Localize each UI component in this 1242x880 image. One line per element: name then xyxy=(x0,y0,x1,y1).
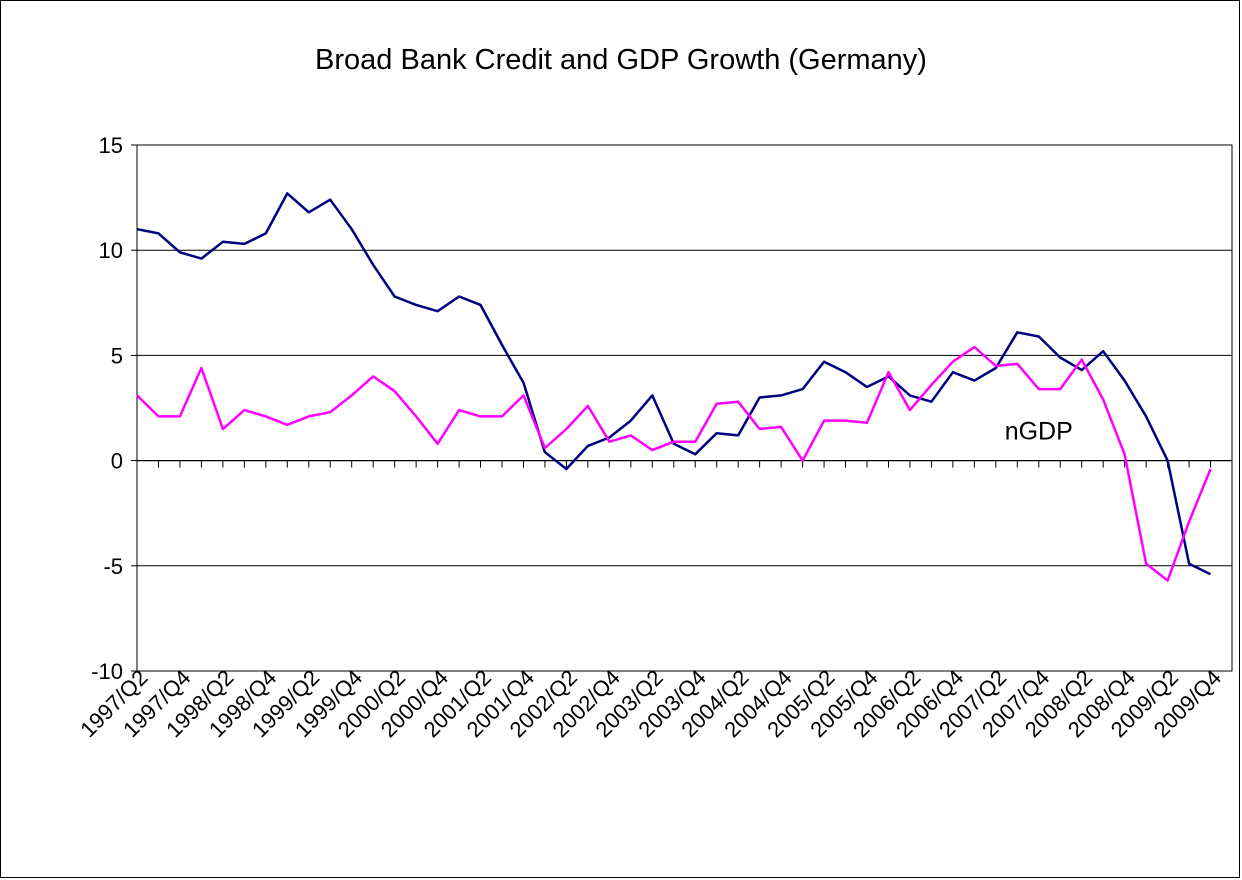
plot-area xyxy=(136,144,1233,672)
annotation-label: nGDP xyxy=(1005,418,1073,446)
y-tick-label: 10 xyxy=(99,238,123,263)
y-tick-label: -5 xyxy=(103,554,123,579)
series-line-1 xyxy=(136,192,1212,576)
series-line-2 xyxy=(136,345,1212,582)
chart-title: Broad Bank Credit and GDP Growth (German… xyxy=(315,44,927,76)
y-tick-label: 0 xyxy=(111,449,123,474)
y-tick-label: -10 xyxy=(91,659,123,684)
y-tick-label: 5 xyxy=(111,343,123,368)
y-tick-label: 15 xyxy=(99,133,123,158)
